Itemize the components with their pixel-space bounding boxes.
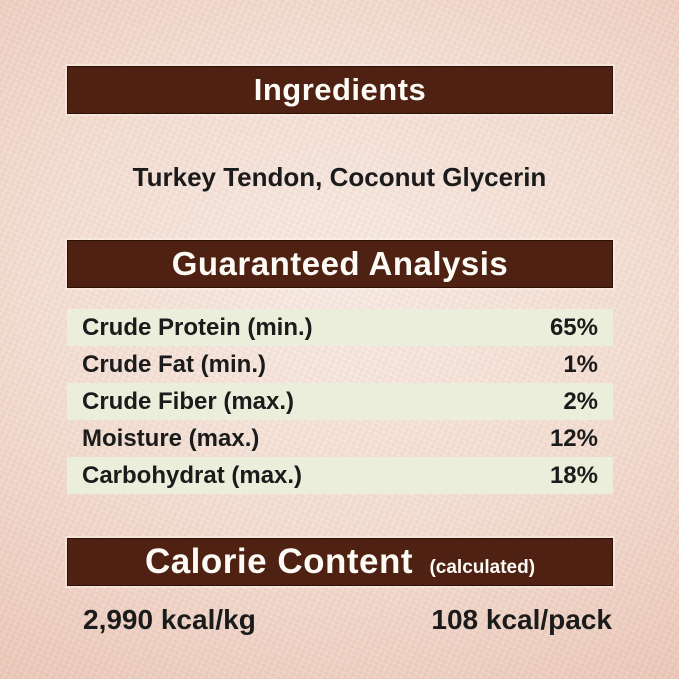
calorie-content-header-title: Calorie Content bbox=[144, 542, 414, 581]
table-row: Carbohydrat (max.) 18% bbox=[67, 457, 613, 494]
ingredients-list-text: Turkey Tendon, Coconut Glycerin bbox=[132, 162, 547, 192]
nutrient-value: 1% bbox=[563, 350, 598, 378]
nutrient-label: Carbohydrat (max.) bbox=[82, 461, 303, 489]
guaranteed-analysis-table: Crude Protein (min.) 65% Crude Fat (min.… bbox=[67, 309, 613, 494]
calorie-values-row: 2,990 kcal/kg 108 kcal/pack bbox=[67, 604, 613, 636]
ingredients-header-bar: Ingredients bbox=[67, 66, 613, 114]
calorie-content-qualifier: (calculated) bbox=[429, 557, 536, 578]
guaranteed-analysis-header-title: Guaranteed Analysis bbox=[171, 245, 509, 282]
nutrient-value: 18% bbox=[549, 461, 598, 489]
table-row: Moisture (max.) 12% bbox=[67, 420, 613, 457]
nutrient-value: 65% bbox=[549, 313, 598, 341]
nutrient-value: 12% bbox=[549, 424, 598, 452]
kcal-per-pack-value: 108 kcal/pack bbox=[431, 604, 612, 635]
table-row: Crude Protein (min.) 65% bbox=[67, 309, 613, 346]
table-row: Crude Fat (min.) 1% bbox=[67, 346, 613, 383]
nutrient-value: 2% bbox=[563, 387, 598, 415]
nutrient-label: Crude Fiber (max.) bbox=[82, 387, 295, 415]
ingredients-header-title: Ingredients bbox=[253, 72, 427, 107]
calorie-content-header-bar: Calorie Content (calculated) bbox=[67, 538, 613, 586]
guaranteed-analysis-header-bar: Guaranteed Analysis bbox=[67, 240, 613, 288]
nutrient-label: Moisture (max.) bbox=[82, 424, 260, 452]
nutrient-label: Crude Protein (min.) bbox=[82, 313, 313, 341]
calorie-content-header-line: Calorie Content (calculated) bbox=[145, 542, 535, 582]
nutrient-label: Crude Fat (min.) bbox=[82, 350, 266, 378]
table-row: Crude Fiber (max.) 2% bbox=[67, 383, 613, 420]
kcal-per-kg-value: 2,990 kcal/kg bbox=[83, 604, 256, 635]
